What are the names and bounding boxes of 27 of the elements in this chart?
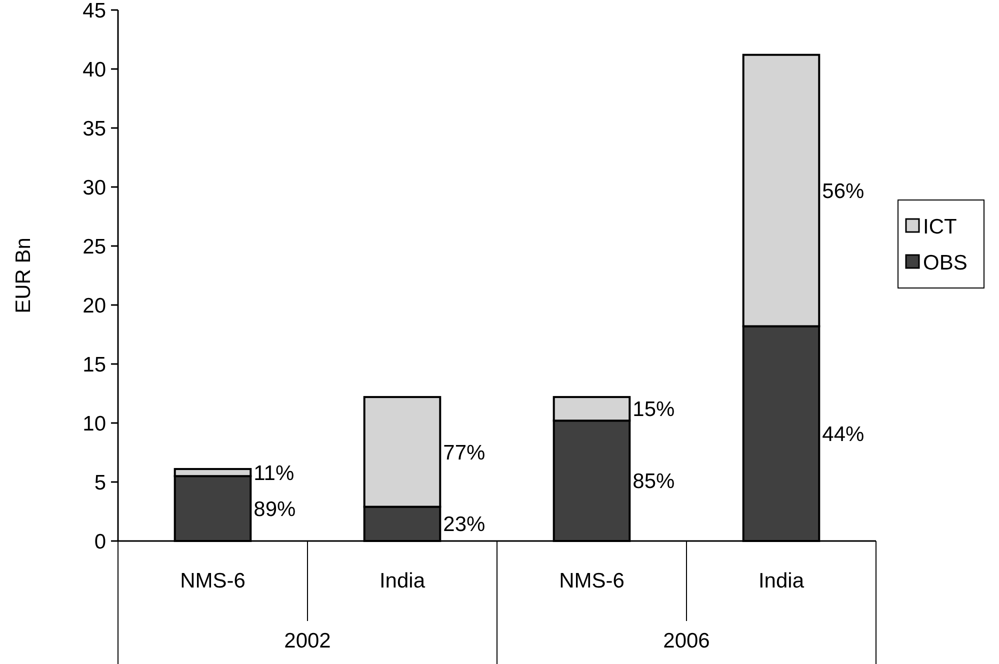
x-tick-label: NMS-6 xyxy=(180,569,246,592)
y-tick-label: 20 xyxy=(82,294,106,318)
y-tick-label: 35 xyxy=(82,117,106,140)
annotation: 11% xyxy=(254,462,294,485)
legend-label: ICT xyxy=(923,215,957,238)
text: 2002 xyxy=(284,629,331,652)
annotation: 85% xyxy=(632,470,675,494)
annotation: 77% xyxy=(443,441,486,464)
annotation: 44% xyxy=(822,422,864,446)
y-tick-label: 40 xyxy=(82,58,106,82)
y-tick-label: 5 xyxy=(94,471,106,494)
annotation: 23% xyxy=(443,513,486,536)
x-tick-label: India xyxy=(379,569,426,592)
x-tick-label: NMS-6 xyxy=(559,569,624,592)
annotation: 56% xyxy=(822,180,864,203)
y-tick-label: 0 xyxy=(94,530,106,554)
x-tick-label: India xyxy=(758,569,804,592)
y-tick-label: 15 xyxy=(82,353,106,376)
y-axis-title: EUR Bn xyxy=(12,238,35,314)
annotation: 15% xyxy=(632,398,675,422)
annotation: 89% xyxy=(254,498,296,521)
legend-label: OBS xyxy=(923,251,968,274)
text: 2006 xyxy=(663,629,710,652)
y-tick-label: 10 xyxy=(82,412,106,436)
y-tick-label: 25 xyxy=(82,235,106,258)
y-tick-label: 45 xyxy=(82,0,106,22)
y-tick-label: 30 xyxy=(82,176,106,200)
